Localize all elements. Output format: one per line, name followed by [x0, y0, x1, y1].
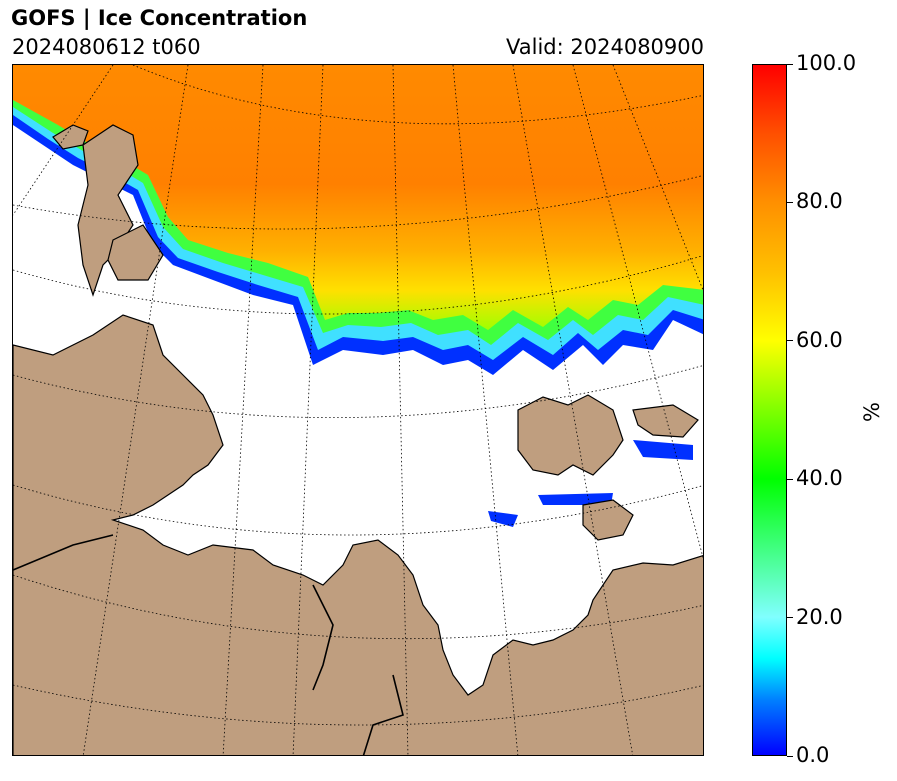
map-title: GOFS | Ice Concentration [11, 6, 308, 30]
land-island-small [582, 499, 634, 541]
parallel-line [13, 684, 703, 726]
land-siberia-mainland [13, 314, 703, 755]
colorbar [752, 64, 787, 756]
colorbar-tick [787, 340, 793, 342]
valid-time-label: Valid: 2024080900 [506, 35, 704, 59]
colorbar-tick [787, 617, 793, 619]
land-group [13, 124, 703, 755]
colorbar-tick-label: 0.0 [796, 743, 830, 767]
colorbar-tick-label: 60.0 [796, 327, 843, 352]
ice-isolated-patch [633, 440, 693, 460]
parallel-line [132, 65, 703, 125]
land-island-east [632, 404, 699, 438]
colorbar-tick-label: 20.0 [796, 604, 843, 629]
meridian-line [512, 65, 634, 755]
meridian-line [612, 65, 703, 292]
colorbar-tick-label: 80.0 [796, 189, 843, 214]
colorbar-tick [787, 755, 793, 757]
map-panel[interactable] [12, 64, 704, 756]
meridian-line [82, 65, 189, 755]
parallel-line [13, 175, 703, 230]
colorbar-tick [787, 201, 793, 203]
colorbar-tick [787, 63, 793, 65]
parallel-line [13, 574, 703, 640]
parallel-line [13, 365, 703, 419]
parallel-line [13, 484, 703, 536]
river-line [312, 584, 334, 691]
meridian-line [292, 65, 324, 755]
colorbar-tick-label: 40.0 [796, 466, 843, 491]
colorbar-unit-label: % [859, 402, 884, 422]
graticule [13, 65, 703, 755]
rivers [13, 534, 404, 755]
parallel-line [13, 255, 703, 315]
land-franz-josef [52, 124, 89, 150]
ice-isolated-patch [538, 493, 613, 505]
river-line [13, 534, 114, 571]
colorbar-tick [787, 478, 793, 480]
land-severnaya-zemlya [517, 394, 624, 476]
ice-isolated-patch [488, 511, 518, 527]
river-line [362, 674, 404, 755]
forecast-cycle-label: 2024080612 t060 [12, 35, 201, 59]
map-svg [13, 65, 703, 755]
land-north-island [107, 224, 164, 281]
colorbar-tick-label: 100.0 [796, 51, 857, 75]
meridian-line [392, 65, 409, 755]
ice-pack [13, 65, 703, 330]
